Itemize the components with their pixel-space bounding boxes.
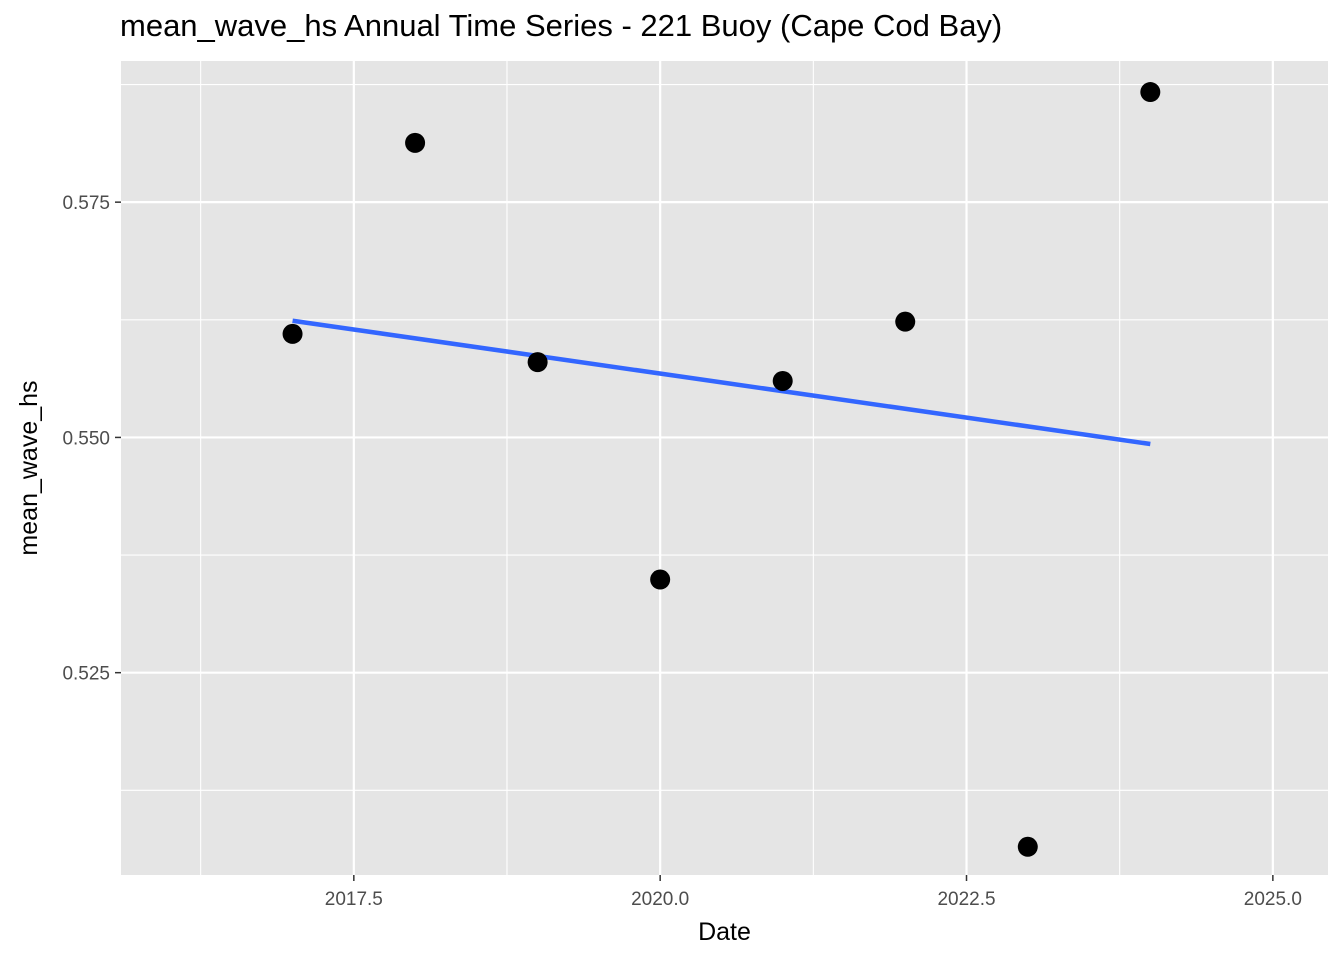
data-point xyxy=(650,569,671,590)
y-tick-label: 0.550 xyxy=(62,428,110,449)
data-point xyxy=(527,352,548,373)
trend-line-layer xyxy=(292,318,1151,447)
y-tick-label: 0.525 xyxy=(62,664,110,685)
x-axis-title: Date xyxy=(698,918,751,946)
trend-line xyxy=(292,318,1151,447)
data-point xyxy=(405,132,426,153)
chart-title: mean_wave_hs Annual Time Series - 221 Bu… xyxy=(120,8,1003,43)
plot-panel xyxy=(121,61,1328,875)
data-point xyxy=(772,370,793,391)
data-point xyxy=(1140,82,1161,103)
data-points-layer xyxy=(282,82,1161,857)
major-gridlines xyxy=(121,61,1328,875)
x-tick-label: 2025.0 xyxy=(1244,889,1302,910)
data-point xyxy=(1017,836,1038,857)
x-tick-label: 2017.5 xyxy=(325,889,383,910)
y-axis-title: mean_wave_hs xyxy=(15,380,43,555)
x-tick-label: 2022.5 xyxy=(937,889,995,910)
y-tick-label: 0.575 xyxy=(62,193,110,214)
data-point xyxy=(895,311,916,332)
data-point xyxy=(282,323,303,344)
x-tick-label: 2020.0 xyxy=(631,889,689,910)
x-axis: 2017.5 2020.0 2022.5 2025.0 xyxy=(325,875,1302,910)
minor-gridlines xyxy=(121,61,1328,875)
y-axis: 0.525 0.550 0.575 xyxy=(62,193,121,685)
